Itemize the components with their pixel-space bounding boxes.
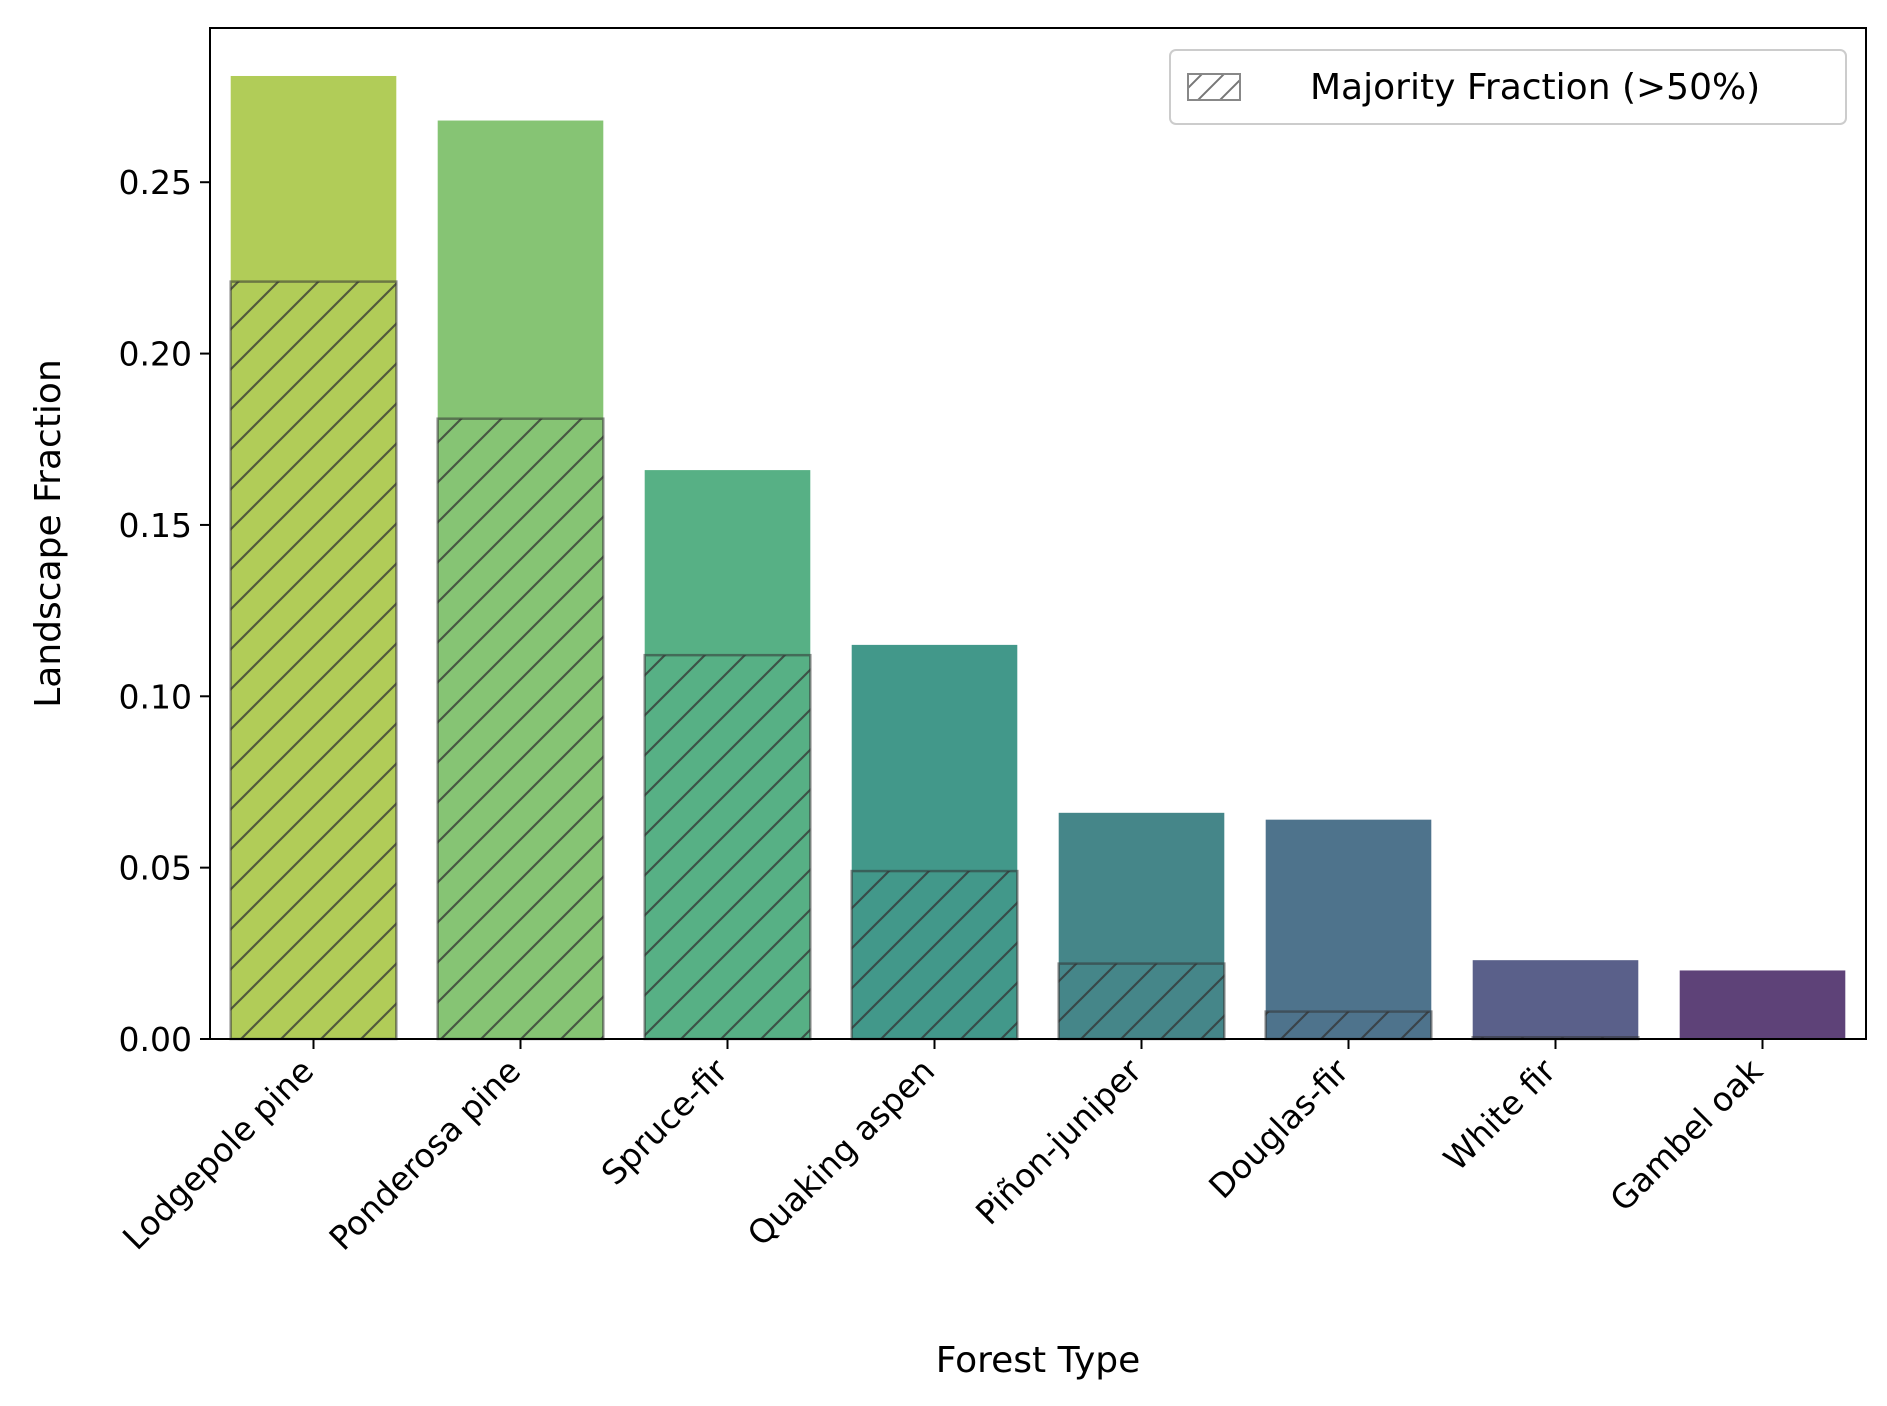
y-tick-label: 0.10 xyxy=(119,677,192,716)
bar-majority-hatched xyxy=(643,653,812,1041)
y-tick-label: 0.25 xyxy=(119,163,192,202)
y-tick-label: 0.05 xyxy=(119,849,192,888)
bar-total xyxy=(1472,960,1639,1039)
legend-label: Majority Fraction (>50%) xyxy=(1310,67,1760,108)
bar-total xyxy=(1265,819,1432,1039)
bar-majority-hatched xyxy=(1057,962,1226,1041)
x-tick-label: Quaking aspen xyxy=(740,1051,942,1253)
bar-majority-hatched xyxy=(850,869,1019,1041)
bar-majority-hatched xyxy=(1264,1010,1433,1041)
legend: Majority Fraction (>50%) xyxy=(1169,49,1847,125)
x-tick-label: Piñon-juniper xyxy=(968,1051,1150,1233)
y-tick-label: 0.20 xyxy=(119,335,192,374)
x-tick-label: Lodgepole pine xyxy=(115,1051,321,1257)
x-tick-label: Ponderosa pine xyxy=(321,1051,528,1258)
bar-total xyxy=(1679,970,1846,1039)
x-tick-label: White fir xyxy=(1436,1051,1563,1178)
x-tick-label: Gambel oak xyxy=(1602,1050,1770,1218)
x-tick-label: Douglas-fir xyxy=(1201,1051,1356,1206)
legend-box xyxy=(1169,49,1847,125)
y-tick-label: 0.15 xyxy=(119,506,192,545)
y-axis-label: Landscape Fraction xyxy=(28,359,69,708)
plot-frame xyxy=(209,27,1867,1040)
legend-swatch-hatched xyxy=(1187,73,1241,101)
x-axis-label: Forest Type xyxy=(936,1340,1141,1381)
x-tick-label: Spruce-fir xyxy=(594,1051,736,1193)
bar-majority-hatched xyxy=(436,417,605,1041)
y-tick-label: 0.00 xyxy=(119,1020,192,1059)
bar-majority-hatched xyxy=(229,280,398,1041)
